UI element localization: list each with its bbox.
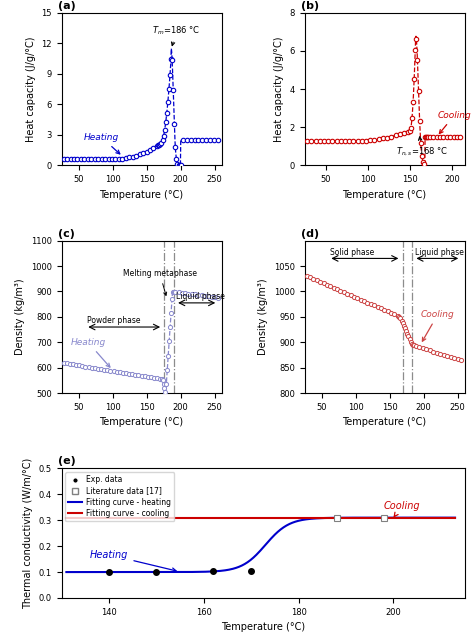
Text: (c): (c) — [58, 229, 75, 239]
Text: (d): (d) — [301, 229, 319, 239]
X-axis label: Temperature (°C): Temperature (°C) — [221, 622, 305, 632]
Text: (b): (b) — [301, 1, 319, 12]
Text: Cooling: Cooling — [421, 310, 455, 341]
Text: $T_m$=186 °C: $T_m$=186 °C — [152, 24, 201, 46]
X-axis label: Temperature (°C): Temperature (°C) — [343, 190, 427, 199]
Y-axis label: Density (kg/m³): Density (kg/m³) — [258, 278, 268, 355]
X-axis label: Temperature (°C): Temperature (°C) — [100, 190, 183, 199]
Text: Melting metaphase: Melting metaphase — [123, 269, 197, 295]
Y-axis label: Thermal conductivity (W/m/°C): Thermal conductivity (W/m/°C) — [23, 458, 33, 609]
Y-axis label: Density (kg/m³): Density (kg/m³) — [15, 278, 25, 355]
Text: Cooling: Cooling — [438, 111, 471, 134]
Legend: Exp. data, Literature data [17], Fitting curve - heating, Fitting curve - coolin: Exp. data, Literature data [17], Fitting… — [65, 472, 174, 521]
Text: Powder phase: Powder phase — [87, 316, 140, 325]
Text: (a): (a) — [58, 1, 76, 12]
X-axis label: Temperature (°C): Temperature (°C) — [343, 417, 427, 428]
Text: (e): (e) — [58, 456, 75, 466]
Y-axis label: Heat capacity (J/g/°C): Heat capacity (J/g/°C) — [274, 37, 284, 142]
Text: Liquid phase: Liquid phase — [176, 292, 225, 301]
X-axis label: Temperature (°C): Temperature (°C) — [100, 417, 183, 428]
Text: Solid phase: Solid phase — [330, 248, 374, 257]
Text: Liquid phase: Liquid phase — [415, 248, 464, 257]
Text: Heating: Heating — [90, 550, 176, 572]
Y-axis label: Heat capacity (J/g/°C): Heat capacity (J/g/°C) — [26, 37, 36, 142]
Text: Heating: Heating — [84, 133, 120, 154]
Text: Cooling: Cooling — [384, 500, 420, 516]
Text: Heating: Heating — [71, 338, 110, 367]
Text: $T_{n,s}$=168 °C: $T_{n,s}$=168 °C — [395, 137, 448, 158]
